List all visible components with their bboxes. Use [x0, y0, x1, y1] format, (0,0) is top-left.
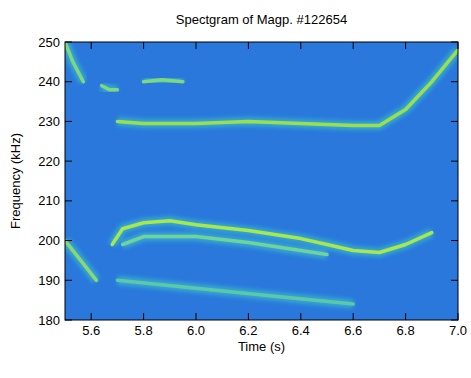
y-tick-label: 180	[38, 313, 60, 328]
y-tick	[451, 240, 458, 241]
y-tick	[451, 121, 458, 122]
x-tick	[248, 42, 249, 49]
x-tick	[353, 42, 354, 49]
x-tick-label: 5.8	[135, 323, 153, 338]
x-tick	[300, 313, 301, 320]
y-tick	[451, 81, 458, 82]
y-tick-label: 250	[38, 35, 60, 50]
x-tick	[143, 42, 144, 49]
y-axis-title: Frequency (kHz)	[8, 133, 23, 229]
ridge-glow	[117, 280, 353, 304]
x-tick	[196, 42, 197, 49]
y-tick	[65, 121, 72, 122]
y-tick	[65, 240, 72, 241]
x-tick-label: 6.0	[187, 323, 205, 338]
y-tick-label: 220	[38, 154, 60, 169]
y-tick	[451, 320, 458, 321]
y-tick	[65, 200, 72, 201]
x-tick	[353, 313, 354, 320]
ridge-glow	[65, 42, 83, 82]
x-tick-label: 6.6	[344, 323, 362, 338]
ridge	[102, 86, 118, 90]
x-tick	[405, 42, 406, 49]
x-tick	[143, 313, 144, 320]
ridge	[65, 42, 83, 82]
x-tick	[91, 42, 92, 49]
ridge-glow	[65, 241, 96, 281]
y-tick	[65, 161, 72, 162]
x-tick	[458, 313, 459, 320]
ridges	[65, 42, 458, 304]
y-tick-label: 200	[38, 233, 60, 248]
x-tick	[300, 42, 301, 49]
x-tick	[248, 313, 249, 320]
x-tick-label: 6.4	[292, 323, 310, 338]
ridge	[117, 50, 458, 126]
x-axis-title: Time (s)	[238, 339, 285, 354]
y-tick-label: 240	[38, 74, 60, 89]
y-tick	[451, 200, 458, 201]
y-tick	[451, 161, 458, 162]
y-tick	[65, 42, 72, 43]
y-tick	[451, 280, 458, 281]
ridge	[117, 280, 353, 304]
y-tick-label: 210	[38, 193, 60, 208]
y-tick	[65, 280, 72, 281]
y-tick	[65, 320, 72, 321]
chart: 5.6 5.8 6.0 6.2 6.4 6.6 6.8 7.0 180 190 200 210 220 2…	[0, 0, 471, 378]
ridge	[123, 237, 327, 255]
x-tick-label: 6.8	[397, 323, 415, 338]
ridge-glow	[102, 86, 118, 90]
y-tick-label: 190	[38, 273, 60, 288]
y-tick	[451, 42, 458, 43]
frame	[65, 42, 458, 320]
ridge-glow	[123, 237, 327, 255]
x-tick-label: 5.6	[82, 323, 100, 338]
y-tick-label: 230	[38, 114, 60, 129]
y-tick	[65, 81, 72, 82]
ridge-glow	[144, 80, 183, 82]
x-tick	[458, 42, 459, 49]
ridge-glow	[117, 50, 458, 126]
x-tick	[405, 313, 406, 320]
x-tick	[91, 313, 92, 320]
title: Spectgram of Magp. #122654	[176, 12, 347, 27]
spectrum-ground	[65, 42, 458, 320]
x-tick-label: 7.0	[449, 323, 467, 338]
x-tick	[196, 313, 197, 320]
ridge	[144, 80, 183, 82]
x-tick-label: 6.2	[239, 323, 257, 338]
ridge	[65, 241, 96, 281]
